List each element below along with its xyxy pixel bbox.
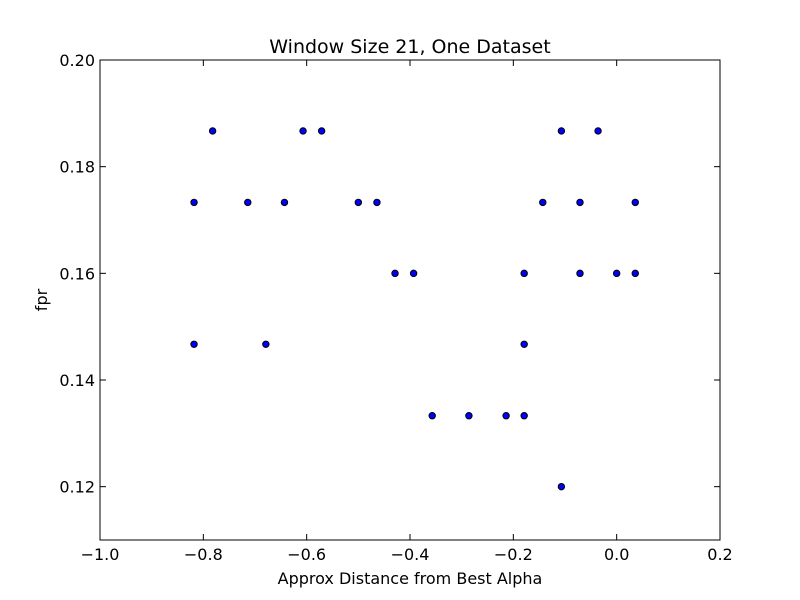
data-point [465,412,473,420]
chart-title: Window Size 21, One Dataset [269,36,550,58]
y-axis: 0.12 0.14 0.16 0.18 0.20 [59,51,720,497]
data-point [208,127,217,135]
data-point [190,198,198,207]
data-point [317,127,326,135]
data-point [299,127,307,135]
y-tick-label: 0.18 [59,158,95,177]
y-tick-label: 0.16 [59,264,95,283]
data-point [502,412,510,420]
y-tick-label: 0.14 [59,371,95,390]
y-tick-label: 0.20 [59,51,95,70]
data-point [354,198,363,207]
data-points [190,127,639,491]
data-point [631,269,639,278]
data-point [520,412,528,420]
data-point [373,198,381,207]
x-tick-label: −0.4 [391,545,430,564]
x-tick-label: −0.8 [184,545,223,564]
data-point [280,198,289,207]
data-point [576,269,584,278]
data-point [576,198,584,207]
data-point [409,269,418,278]
data-point [520,269,528,278]
data-point [428,412,436,420]
data-point [190,340,198,348]
data-point [612,269,621,278]
x-tick-label: 0.2 [707,545,732,564]
x-tick-label: −0.6 [287,545,326,564]
data-point [557,482,566,491]
data-point [520,340,528,348]
data-point [631,198,639,207]
data-point [262,340,270,348]
y-axis-label: fpr [32,288,51,311]
data-point [391,269,399,278]
y-tick-label: 0.12 [59,478,95,497]
plot-area [99,59,721,541]
data-point [557,127,566,135]
x-tick-label: −0.2 [494,545,533,564]
x-tick-label: 0.0 [604,545,629,564]
x-axis-label: Approx Distance from Best Alpha [278,569,543,588]
x-tick-label: −1.0 [81,545,120,564]
data-point [539,198,547,207]
data-point [594,127,602,135]
data-point [244,198,252,207]
x-axis: −1.0 −0.8 −0.6 −0.4 −0.2 0.0 0.2 [81,60,733,564]
